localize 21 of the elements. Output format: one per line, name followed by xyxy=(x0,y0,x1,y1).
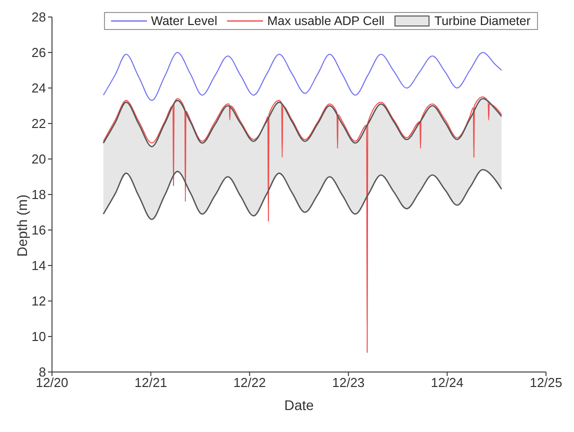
x-axis-title: Date xyxy=(284,397,314,413)
y-tick-label: 22 xyxy=(32,116,46,132)
y-tick-label: 24 xyxy=(32,80,46,96)
y-tick-label: 28 xyxy=(32,10,46,25)
x-tick-label: 12/21 xyxy=(134,375,168,390)
y-tick-label: 18 xyxy=(32,187,46,202)
y-tick-label: 20 xyxy=(32,152,46,167)
y-tick-label: 26 xyxy=(32,45,46,60)
x-tick-label: 12/25 xyxy=(530,375,562,390)
legend-label: Turbine Diameter xyxy=(434,14,531,28)
legend-label: Water Level xyxy=(151,14,218,28)
y-tick-label: 10 xyxy=(32,329,46,344)
x-tick-label: 12/22 xyxy=(233,375,266,390)
legend-label: Max usable ADP Cell xyxy=(267,14,384,28)
x-tick-label: 12/20 xyxy=(36,375,68,390)
y-tick-label: 16 xyxy=(32,222,46,238)
y-tick-label: 14 xyxy=(32,258,46,274)
y-tick-label: 12 xyxy=(32,294,46,309)
y-axis-title: Depth (m) xyxy=(14,194,30,257)
x-tick-label: 12/24 xyxy=(430,375,464,390)
x-tick-label: 12/23 xyxy=(332,375,365,390)
